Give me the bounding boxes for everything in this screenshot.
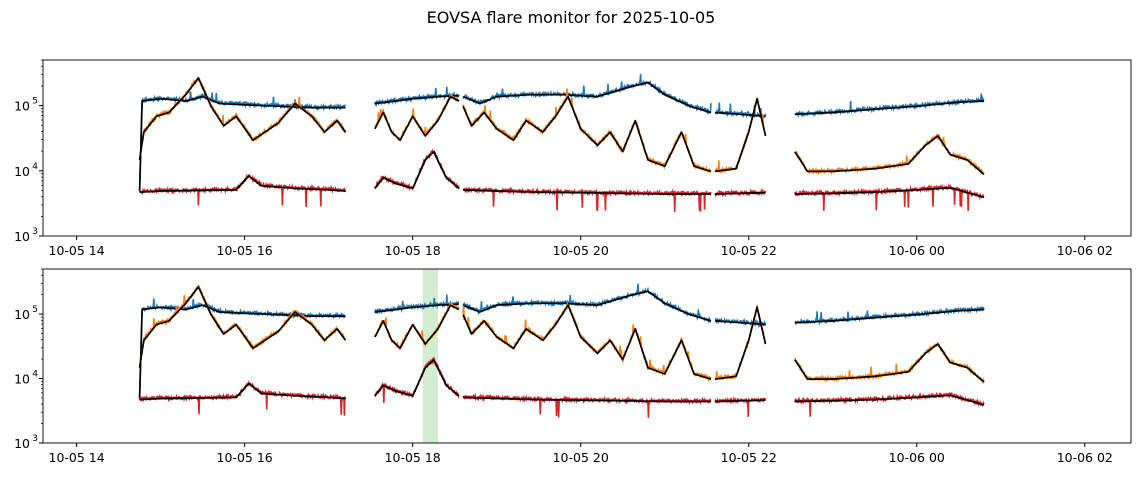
flare-highlight-band xyxy=(422,269,438,443)
y-tick-exponent: 4 xyxy=(32,162,38,172)
figure-title: EOVSA flare monitor for 2025-10-05 xyxy=(427,8,716,27)
series_blue-smoothed-trace xyxy=(374,303,459,313)
series_blue-smoothed-trace xyxy=(715,320,766,326)
series_red-smoothed-trace xyxy=(794,394,985,406)
series_red-smoothed-trace xyxy=(715,191,766,195)
series_blue-smoothed-trace xyxy=(462,81,712,114)
x-tick-label: 10-06 00 xyxy=(889,450,945,465)
series_blue-trace xyxy=(462,73,712,115)
series_blue-trace xyxy=(462,283,712,325)
series_red-trace xyxy=(374,148,460,191)
x-tick-label: 10-05 20 xyxy=(553,243,609,258)
series_orange-smoothed-trace xyxy=(138,285,347,368)
series_orange-trace xyxy=(138,284,346,367)
series_orange-trace xyxy=(794,132,985,176)
axes-frame xyxy=(42,59,1132,237)
series_blue-trace xyxy=(138,91,346,191)
x-tick-label: 10-05 18 xyxy=(385,243,441,258)
series_red-trace xyxy=(374,357,460,403)
x-tick-label: 10-06 02 xyxy=(1057,243,1113,258)
series_red-smoothed-trace xyxy=(463,396,711,403)
series_orange-smoothed-trace xyxy=(714,97,767,173)
series_blue-trace xyxy=(794,93,985,119)
series_blue-smoothed-trace xyxy=(374,94,459,105)
series_red-smoothed-trace xyxy=(463,189,711,195)
series_orange-trace xyxy=(462,301,712,383)
series_blue-smoothed-trace xyxy=(794,100,985,116)
y-tick-exponent: 3 xyxy=(32,227,38,237)
y-tick-label: 10 xyxy=(14,99,30,114)
series_orange-smoothed-trace xyxy=(794,343,985,383)
x-tick-label: 10-05 16 xyxy=(217,450,273,465)
series_orange-trace xyxy=(462,88,712,173)
plot-area xyxy=(138,283,985,418)
x-tick-label: 10-05 18 xyxy=(385,450,441,465)
y-tick-label: 10 xyxy=(14,307,30,322)
series_blue-smoothed-trace xyxy=(794,308,985,324)
series_red-smoothed-trace xyxy=(139,175,346,193)
series_orange-smoothed-trace xyxy=(374,95,460,142)
x-tick-label: 10-05 14 xyxy=(49,243,105,258)
axes-frame xyxy=(42,268,1132,444)
x-tick-label: 10-05 20 xyxy=(553,450,609,465)
y-tick-label: 10 xyxy=(14,164,30,179)
series_red-smoothed-trace xyxy=(794,186,985,199)
series_red-smoothed-trace xyxy=(374,150,460,190)
x-tick-label: 10-05 22 xyxy=(721,243,777,258)
series_blue-smoothed-trace xyxy=(138,95,346,192)
plot-area xyxy=(138,73,985,212)
y-tick-label: 10 xyxy=(14,229,30,244)
series_orange-smoothed-trace xyxy=(374,304,460,350)
y-tick-label: 10 xyxy=(14,372,30,387)
series_orange-trace xyxy=(138,76,347,159)
y-tick-exponent: 5 xyxy=(32,305,38,315)
x-tick-label: 10-05 22 xyxy=(721,450,777,465)
series_red-smoothed-trace xyxy=(139,382,346,401)
y-tick-label: 10 xyxy=(14,436,30,451)
y-tick-exponent: 4 xyxy=(32,370,38,380)
x-tick-label: 10-06 02 xyxy=(1057,450,1113,465)
series_red-smoothed-trace xyxy=(374,358,460,397)
series_blue-smoothed-trace xyxy=(715,111,766,118)
top-panel: 10-05 14 10-05 16 10-05 18 10-05 20 10-05 22… xyxy=(14,59,1132,258)
series_orange-smoothed-trace xyxy=(462,95,712,173)
y-tick-exponent: 5 xyxy=(32,97,38,107)
series_red-smoothed-trace xyxy=(715,399,766,403)
series_orange-trace xyxy=(714,305,766,381)
series_orange-trace xyxy=(794,341,985,385)
series_orange-trace xyxy=(714,97,767,175)
series_orange-smoothed-trace xyxy=(794,135,985,175)
series_orange-smoothed-trace xyxy=(714,306,767,380)
series_blue-smoothed-trace xyxy=(462,290,712,322)
x-tick-label: 10-05 14 xyxy=(49,450,105,465)
series_blue-smoothed-trace xyxy=(138,304,346,399)
y-tick-exponent: 3 xyxy=(32,434,38,444)
bottom-panel: 10-05 14 10-05 16 10-05 18 10-05 20 10-05 22… xyxy=(14,268,1132,465)
series_orange-smoothed-trace xyxy=(138,77,347,161)
x-tick-label: 10-06 00 xyxy=(889,243,945,258)
series_orange-smoothed-trace xyxy=(462,304,712,380)
x-tick-label: 10-05 16 xyxy=(217,243,273,258)
